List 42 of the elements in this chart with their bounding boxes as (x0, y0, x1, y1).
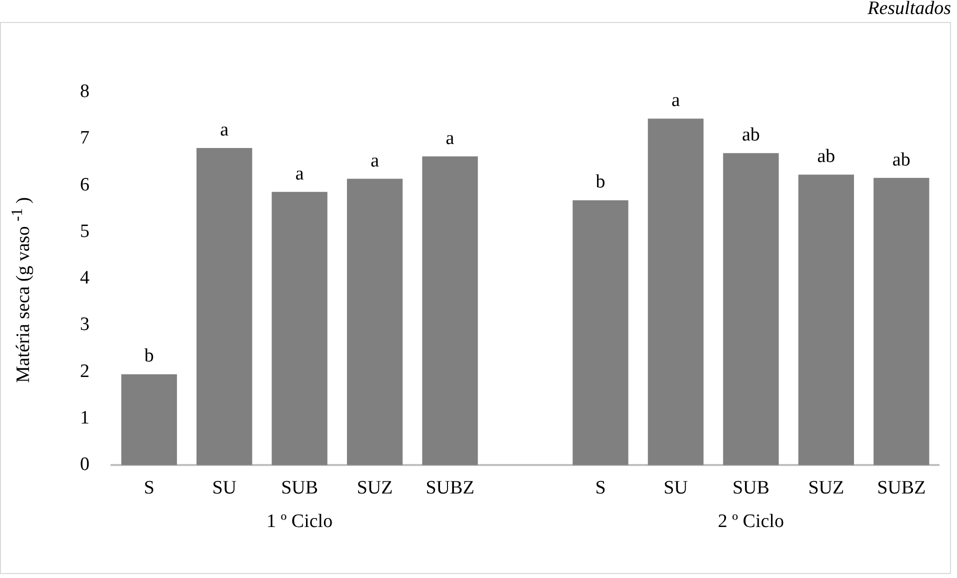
data-label: a (220, 119, 230, 140)
y-tick-label: 0 (80, 454, 90, 476)
y-tick-label: 1 (80, 408, 90, 429)
x-tick-label: S (595, 478, 606, 499)
y-tick-label: 3 (80, 314, 90, 336)
y-tick-label: 7 (80, 128, 90, 149)
data-label: ab (892, 149, 910, 170)
data-label: ab (742, 124, 760, 146)
x-tick-label: SUB (732, 478, 770, 499)
data-label: a (370, 150, 380, 172)
bar (798, 174, 854, 466)
data-label: b (144, 346, 154, 367)
data-label: a (446, 128, 455, 149)
x-tick-label: S (144, 478, 154, 499)
bar (723, 153, 779, 466)
bar (121, 374, 177, 466)
x-tick-label: SUZ (808, 478, 844, 499)
bar (272, 192, 328, 466)
text: 2 º Ciclo (718, 511, 784, 534)
x-tick-label: SUBZ (426, 478, 474, 499)
x-tick-label: SUB (281, 478, 318, 499)
x-tick-label: SU (664, 478, 688, 499)
x-tick-label: SUBZ (877, 478, 926, 499)
y-tick-label: 2 (80, 360, 90, 382)
bar (422, 156, 478, 466)
y-tick-label: 8 (80, 80, 90, 102)
data-label: b (596, 172, 606, 193)
y-tick-label: 4 (80, 268, 90, 289)
text: 1 º Ciclo (266, 511, 333, 534)
bar (572, 200, 628, 466)
x-tick-label: SU (212, 478, 237, 499)
data-label: a (295, 163, 304, 184)
bar (648, 118, 704, 466)
data-label: ab (817, 146, 836, 168)
text: Resultados (868, 0, 951, 20)
x-tick-label: SUZ (356, 478, 393, 499)
bar (874, 178, 930, 466)
data-label: a (671, 90, 680, 112)
y-tick-label: 6 (80, 174, 90, 196)
y-tick-label: 5 (80, 220, 90, 242)
bar (346, 178, 403, 466)
bar (196, 148, 252, 466)
